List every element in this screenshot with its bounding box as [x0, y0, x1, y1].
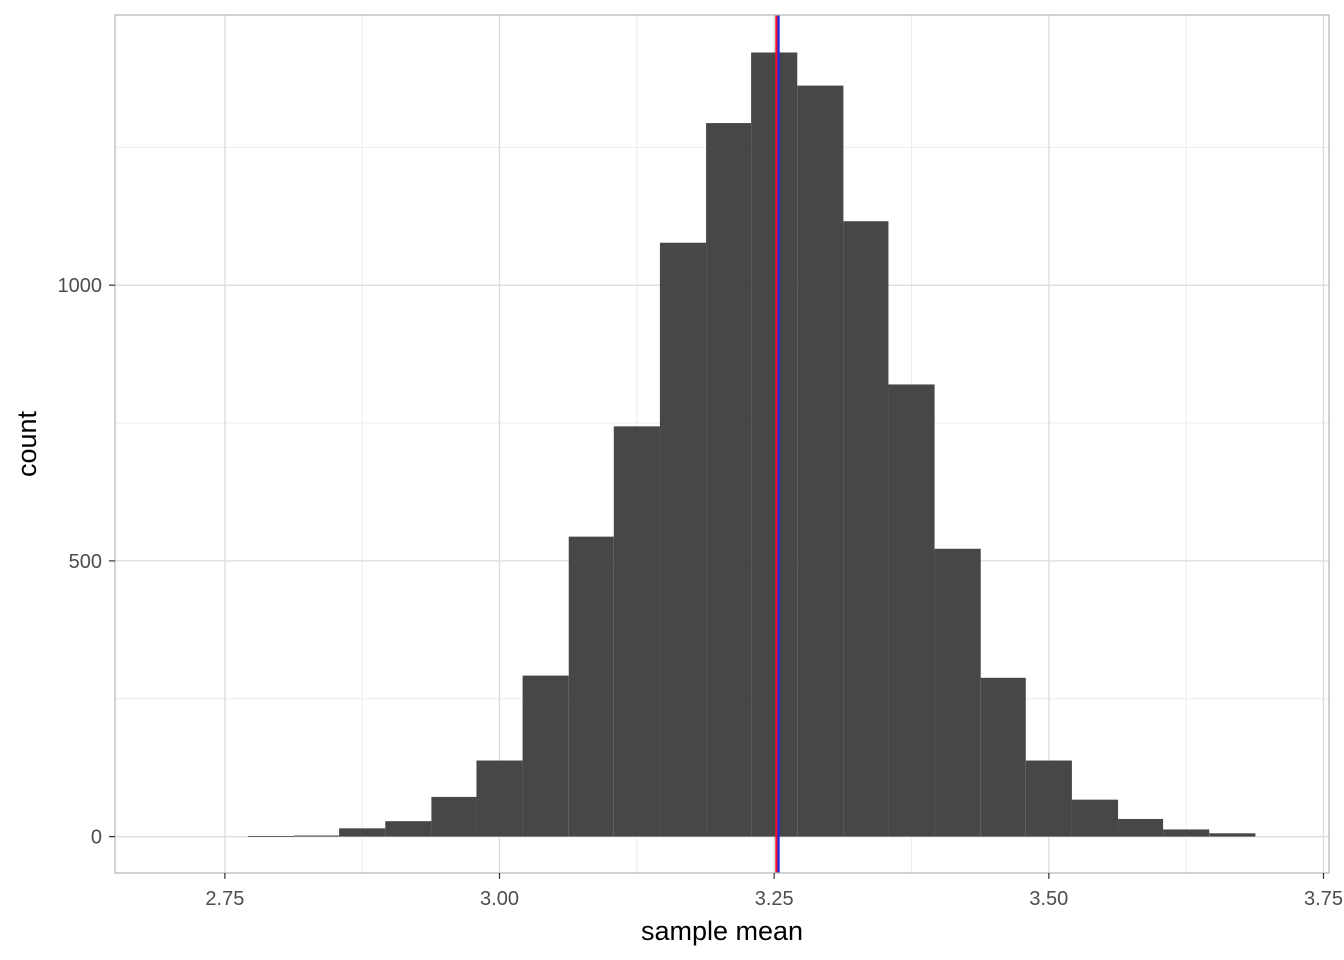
x-tick-label: 3.00: [480, 888, 519, 910]
histogram-bar: [659, 242, 707, 837]
histogram-bar: [980, 677, 1026, 837]
histogram-bar: [339, 828, 386, 837]
histogram-bar: [797, 85, 844, 837]
y-tick-label: 1000: [58, 275, 103, 297]
histogram-bar: [706, 123, 752, 837]
x-axis-title: sample mean: [641, 916, 803, 946]
histogram-bar: [476, 760, 523, 837]
histogram-bar: [247, 836, 295, 837]
histogram-bar: [1163, 829, 1210, 837]
histogram-bar: [1118, 818, 1164, 837]
histogram-bar: [751, 52, 798, 837]
panel-border: [114, 14, 1330, 874]
histogram-bar: [1209, 833, 1256, 837]
y-tick-label: 500: [69, 551, 102, 573]
histogram-bar: [1071, 799, 1119, 837]
histogram-bar: [843, 221, 889, 837]
x-tick-label: 3.50: [1029, 888, 1068, 910]
y-axis-title: count: [12, 410, 42, 477]
x-axis-ticks: 2.75 3.00 3.25 3.50 3.75: [205, 873, 1343, 910]
x-tick-label: 2.75: [205, 888, 244, 910]
x-tick-label: 3.75: [1304, 888, 1343, 910]
histogram-bar: [888, 384, 935, 837]
histogram-bar: [522, 675, 569, 837]
histogram-bar: [934, 548, 981, 837]
histogram-bar: [294, 835, 340, 837]
y-tick-label: 0: [91, 827, 102, 849]
histogram-bar: [431, 796, 477, 837]
histogram-bar: [568, 536, 614, 837]
histogram-bar: [613, 426, 660, 837]
histogram-bars: [247, 52, 1256, 837]
reference-lines: [775, 15, 780, 873]
x-tick-label: 3.25: [755, 888, 794, 910]
histogram-bar: [385, 821, 432, 837]
histogram-bar: [1025, 760, 1072, 837]
y-axis-ticks: 0 500 1000: [58, 275, 115, 849]
